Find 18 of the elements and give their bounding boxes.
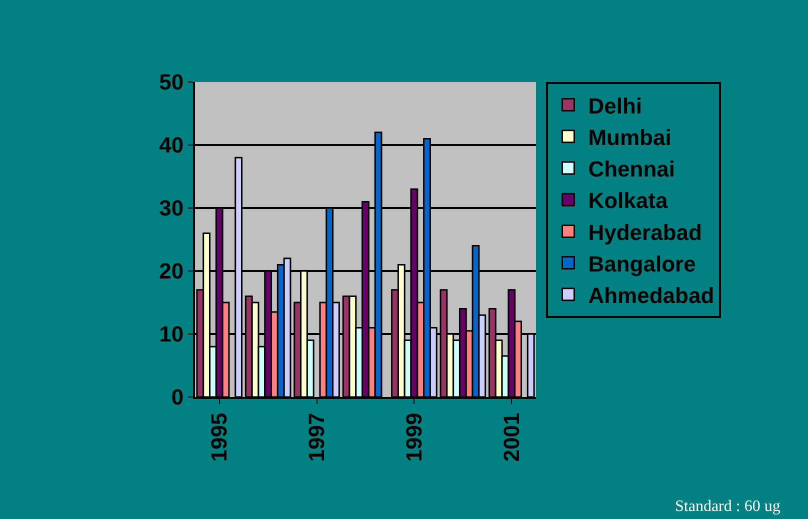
x-tick-label: 1999 — [401, 412, 426, 462]
x-tick-label: 1997 — [304, 412, 329, 462]
legend-label: Hyderabad — [588, 220, 702, 245]
legend-label: Kolkata — [588, 188, 668, 214]
x-tick-label: 2001 — [498, 412, 524, 462]
y-tick-label: 10 — [159, 322, 184, 347]
legend-label: Ahmedabad — [588, 282, 714, 308]
y-tick-label: 0 — [171, 384, 184, 410]
x-tick-label: 1995 — [206, 412, 232, 462]
legend-label: Mumbai — [588, 124, 672, 150]
legend-label: Chennai — [588, 156, 676, 182]
legend-label: Bangalore — [588, 251, 696, 276]
y-tick-label: 50 — [159, 70, 184, 95]
legend-label: Delhi — [588, 93, 642, 118]
y-tick-label: 30 — [159, 196, 184, 221]
y-tick-label: 40 — [159, 132, 184, 158]
y-tick-label: 20 — [159, 258, 184, 284]
text: Standard : 60 ug — [675, 498, 780, 515]
